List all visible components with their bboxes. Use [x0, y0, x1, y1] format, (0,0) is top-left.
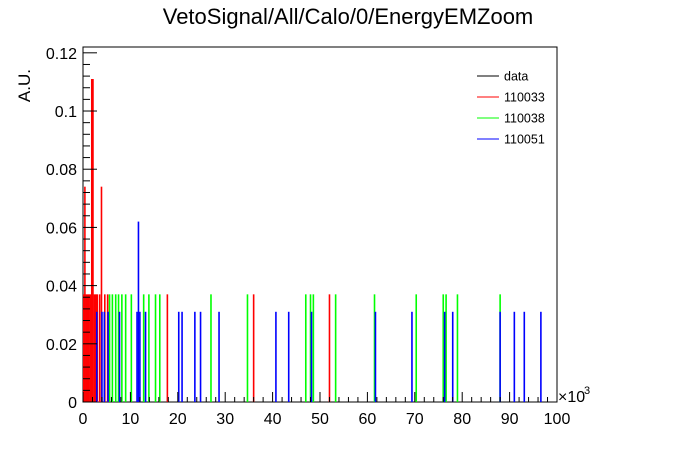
bar-110051-11 — [194, 311, 196, 402]
x-tick-label: 60 — [359, 411, 377, 428]
bar-110051-20 — [451, 311, 454, 402]
bar-110051-16 — [310, 311, 313, 402]
bar-110033-4 — [88, 294, 90, 402]
bar-110033-0 — [82, 294, 85, 402]
y-tick-label: 0 — [68, 395, 77, 412]
bar-110051-23 — [523, 311, 526, 402]
bar-110051-12 — [199, 311, 202, 402]
bar-110051-4 — [118, 311, 121, 402]
bar-110038-6 — [130, 294, 133, 402]
bar-110038-15 — [312, 294, 315, 402]
bar-110051-22 — [513, 311, 516, 402]
bar-110051-8 — [144, 311, 147, 402]
x-exponent-base: ×10 — [558, 389, 585, 406]
x-tick-label: 90 — [501, 411, 519, 428]
bar-110038-17 — [373, 294, 376, 402]
y-tick-label: 0.08 — [46, 162, 77, 179]
bar-110038-21 — [456, 294, 459, 402]
bar-110051-1 — [101, 311, 103, 402]
bar-110033-16 — [252, 294, 255, 402]
bar-110033-1 — [84, 186, 86, 402]
bar-110038-20 — [445, 294, 447, 402]
bar-110033-8 — [93, 294, 96, 402]
bar-110038-8 — [148, 294, 150, 402]
y-tick-label: 0.04 — [46, 279, 77, 296]
bar-110033-2 — [85, 294, 88, 402]
bar-110033-17 — [328, 294, 331, 402]
bar-110051-21 — [499, 311, 501, 402]
x-tick-label: 30 — [216, 411, 234, 428]
y-tick-label: 0.1 — [55, 104, 77, 121]
bar-110051-5 — [136, 311, 138, 402]
y-axis-title: A.U. — [15, 69, 34, 102]
bar-110038-19 — [442, 294, 445, 402]
x-tick-label: 0 — [79, 411, 88, 428]
bar-110033-6 — [90, 79, 93, 403]
bar-110051-0 — [95, 311, 98, 402]
x-axis-exponent: ×10 3 — [558, 385, 590, 406]
bar-110051-17 — [374, 311, 377, 402]
bar-110038-12 — [246, 294, 249, 402]
x-tick-label: 80 — [453, 411, 471, 428]
bar-110038-5 — [124, 294, 127, 402]
legend-label-110051: 110051 — [504, 133, 545, 147]
bar-110038-13 — [304, 294, 307, 402]
bar-110033-3 — [86, 294, 89, 402]
bar-110033-11 — [98, 294, 101, 402]
bar-110051-24 — [540, 311, 542, 402]
bar-110033-12 — [100, 186, 103, 402]
x-tick-label: 40 — [264, 411, 282, 428]
bar-110051-18 — [411, 311, 413, 402]
x-tick-label: 70 — [406, 411, 424, 428]
x-tick-label: 50 — [311, 411, 329, 428]
bar-110033-5 — [89, 294, 92, 402]
bar-110051-10 — [181, 311, 183, 402]
x-tick-label: 20 — [169, 411, 187, 428]
x-tick-label: 10 — [122, 411, 140, 428]
y-tick-label: 0.06 — [46, 220, 77, 237]
bar-110038-3 — [117, 294, 120, 402]
bar-110038-16 — [334, 294, 337, 402]
x-tick-label: 100 — [544, 411, 571, 428]
bar-110033-9 — [94, 294, 97, 402]
bar-110051-14 — [275, 311, 277, 402]
bars-group — [82, 79, 542, 403]
bar-110038-2 — [114, 294, 117, 402]
bar-110051-13 — [218, 311, 220, 402]
bar-110038-14 — [309, 294, 312, 402]
y-tick-label: 0.02 — [46, 337, 77, 354]
legend-label-110038: 110038 — [504, 112, 545, 126]
legend-label-110033: 110033 — [504, 91, 545, 105]
bar-110033-7 — [92, 79, 94, 403]
plot-frame — [82, 46, 558, 403]
bar-110051-9 — [177, 311, 180, 402]
legend-label-data: data — [504, 70, 528, 84]
bar-110038-7 — [142, 294, 145, 402]
chart-title: VetoSignal/All/Calo/0/EnergyEMZoom — [163, 4, 534, 29]
bar-110033-15 — [166, 294, 169, 402]
x-exponent-power: 3 — [584, 385, 590, 397]
bar-110038-18 — [415, 294, 418, 402]
bar-110038-10 — [158, 294, 161, 402]
bar-110038-11 — [210, 294, 212, 402]
bar-110038-1 — [111, 294, 114, 402]
bar-110038-4 — [121, 294, 123, 402]
legend: data 110033 110038 110051 — [477, 70, 545, 147]
bar-110051-7 — [139, 311, 141, 402]
bar-110051-2 — [103, 311, 106, 402]
y-tick-label: 0.12 — [46, 46, 77, 63]
bar-110051-19 — [443, 311, 446, 402]
bar-110038-9 — [154, 294, 157, 402]
bar-110051-3 — [107, 311, 109, 402]
bar-110051-6 — [137, 221, 140, 402]
bar-110051-15 — [287, 311, 290, 402]
bar-110038-0 — [108, 294, 111, 402]
